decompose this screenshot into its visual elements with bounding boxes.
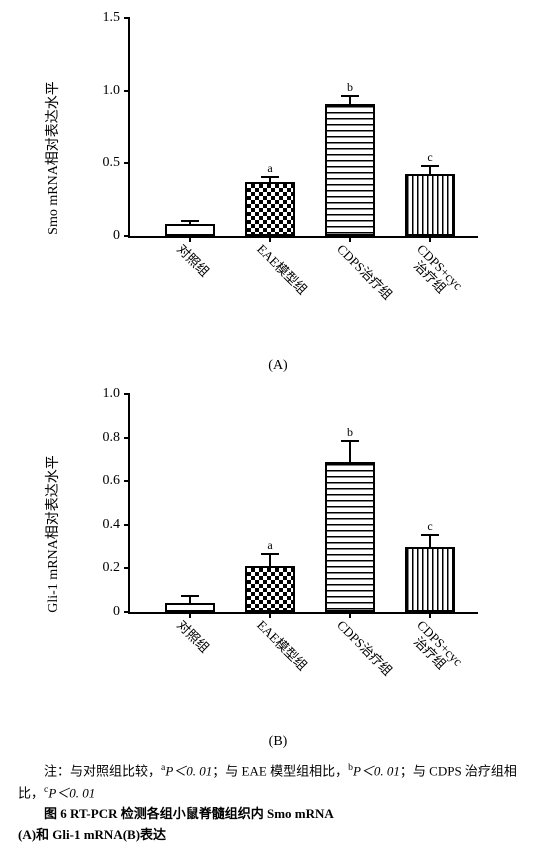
x-axis-label: EAE模型组 <box>254 618 310 674</box>
chart-a-panel-label: (A) <box>8 358 548 374</box>
bar <box>245 566 295 612</box>
x-tick <box>269 236 271 242</box>
x-axis-label: CDPS治疗组 <box>334 242 395 303</box>
chart-b-plot-area: 00.20.40.60.81.0对照组aEAE模型组bCDPS治疗组cCDPS+… <box>128 394 478 614</box>
y-tick <box>124 162 130 164</box>
error-cap <box>261 553 279 555</box>
chart-a-plot-area: 00.51.01.5对照组aEAE模型组bCDPS治疗组cCDPS+cyc治疗组 <box>128 18 478 238</box>
y-tick <box>124 567 130 569</box>
bar <box>405 174 455 236</box>
x-tick <box>429 236 431 242</box>
error-cap <box>181 220 199 222</box>
error-bar <box>349 440 351 462</box>
caption-note: 注：与对照组比较，aP＜0. 01；与 EAE 模型组相比，bP＜0. 01；与… <box>18 760 538 804</box>
significance-label: c <box>427 150 432 165</box>
error-cap <box>181 595 199 597</box>
note-p-a: P＜0. 01 <box>165 763 212 778</box>
figure-text-1: RT-PCR 检测各组小鼠脊髓组织内 Smo mRNA <box>67 806 334 821</box>
x-axis-label: CDPS治疗组 <box>334 618 395 679</box>
y-tick <box>124 90 130 92</box>
x-tick <box>349 612 351 618</box>
note-mid1: ；与 EAE 模型组相比， <box>212 763 348 778</box>
significance-label: a <box>267 161 272 176</box>
error-cap <box>261 176 279 178</box>
chart-a-y-axis-label: Smo mRNA相对表达水平 <box>42 81 62 235</box>
x-axis-label: CDPS+cyc治疗组 <box>404 242 465 303</box>
bar <box>325 462 375 612</box>
y-tick-label: 0 <box>90 228 120 244</box>
y-tick <box>124 480 130 482</box>
figure-caption: 注：与对照组比较，aP＜0. 01；与 EAE 模型组相比，bP＜0. 01；与… <box>8 760 548 846</box>
significance-label: b <box>347 425 353 440</box>
y-tick-label: 1.5 <box>90 10 120 26</box>
x-axis-label: 对照组 <box>174 618 212 656</box>
bar <box>405 547 455 612</box>
y-tick-label: 1.0 <box>90 83 120 99</box>
y-tick <box>124 393 130 395</box>
significance-label: a <box>267 538 272 553</box>
note-prefix: 注：与对照组比较， <box>44 763 161 778</box>
significance-label: b <box>347 80 353 95</box>
x-tick <box>349 236 351 242</box>
y-tick <box>124 437 130 439</box>
x-tick <box>429 612 431 618</box>
bar <box>165 603 215 612</box>
chart-b-panel-label: (B) <box>8 734 548 750</box>
y-tick-label: 0.5 <box>90 155 120 171</box>
chart-b-y-axis-label: Gli-1 mRNA相对表达水平 <box>42 455 62 613</box>
y-tick-label: 0.8 <box>90 430 120 446</box>
figure-label: 图 6 <box>44 806 67 821</box>
error-cap <box>341 95 359 97</box>
y-tick <box>124 235 130 237</box>
x-tick <box>189 612 191 618</box>
x-axis-label: CDPS+cyc治疗组 <box>404 618 465 679</box>
note-p-c: P＜0. 01 <box>48 785 95 800</box>
error-cap <box>421 165 439 167</box>
y-tick-label: 1.0 <box>90 386 120 402</box>
x-axis-label: EAE模型组 <box>254 242 310 298</box>
bar <box>245 182 295 236</box>
y-tick <box>124 524 130 526</box>
x-tick <box>269 612 271 618</box>
figure-text-2: (A)和 Gli-1 mRNA(B)表达 <box>18 825 538 846</box>
bar <box>165 224 215 236</box>
x-tick <box>189 236 191 242</box>
y-tick-label: 0.4 <box>90 517 120 533</box>
chart-a-block: Smo mRNA相对表达水平 00.51.01.5对照组aEAE模型组bCDPS… <box>58 8 498 308</box>
y-tick <box>124 17 130 19</box>
y-tick-label: 0 <box>90 604 120 620</box>
chart-b-block: Gli-1 mRNA相对表达水平 00.20.40.60.81.0对照组aEAE… <box>58 384 498 684</box>
note-p-b: P＜0. 01 <box>353 763 400 778</box>
y-tick-label: 0.6 <box>90 473 120 489</box>
x-axis-label: 对照组 <box>174 242 212 280</box>
y-tick <box>124 611 130 613</box>
y-tick-label: 0.2 <box>90 560 120 576</box>
error-cap <box>341 440 359 442</box>
bar <box>325 104 375 236</box>
significance-label: c <box>427 519 432 534</box>
figure-title: 图 6 RT-PCR 检测各组小鼠脊髓组织内 Smo mRNA <box>18 804 538 825</box>
error-cap <box>421 534 439 536</box>
